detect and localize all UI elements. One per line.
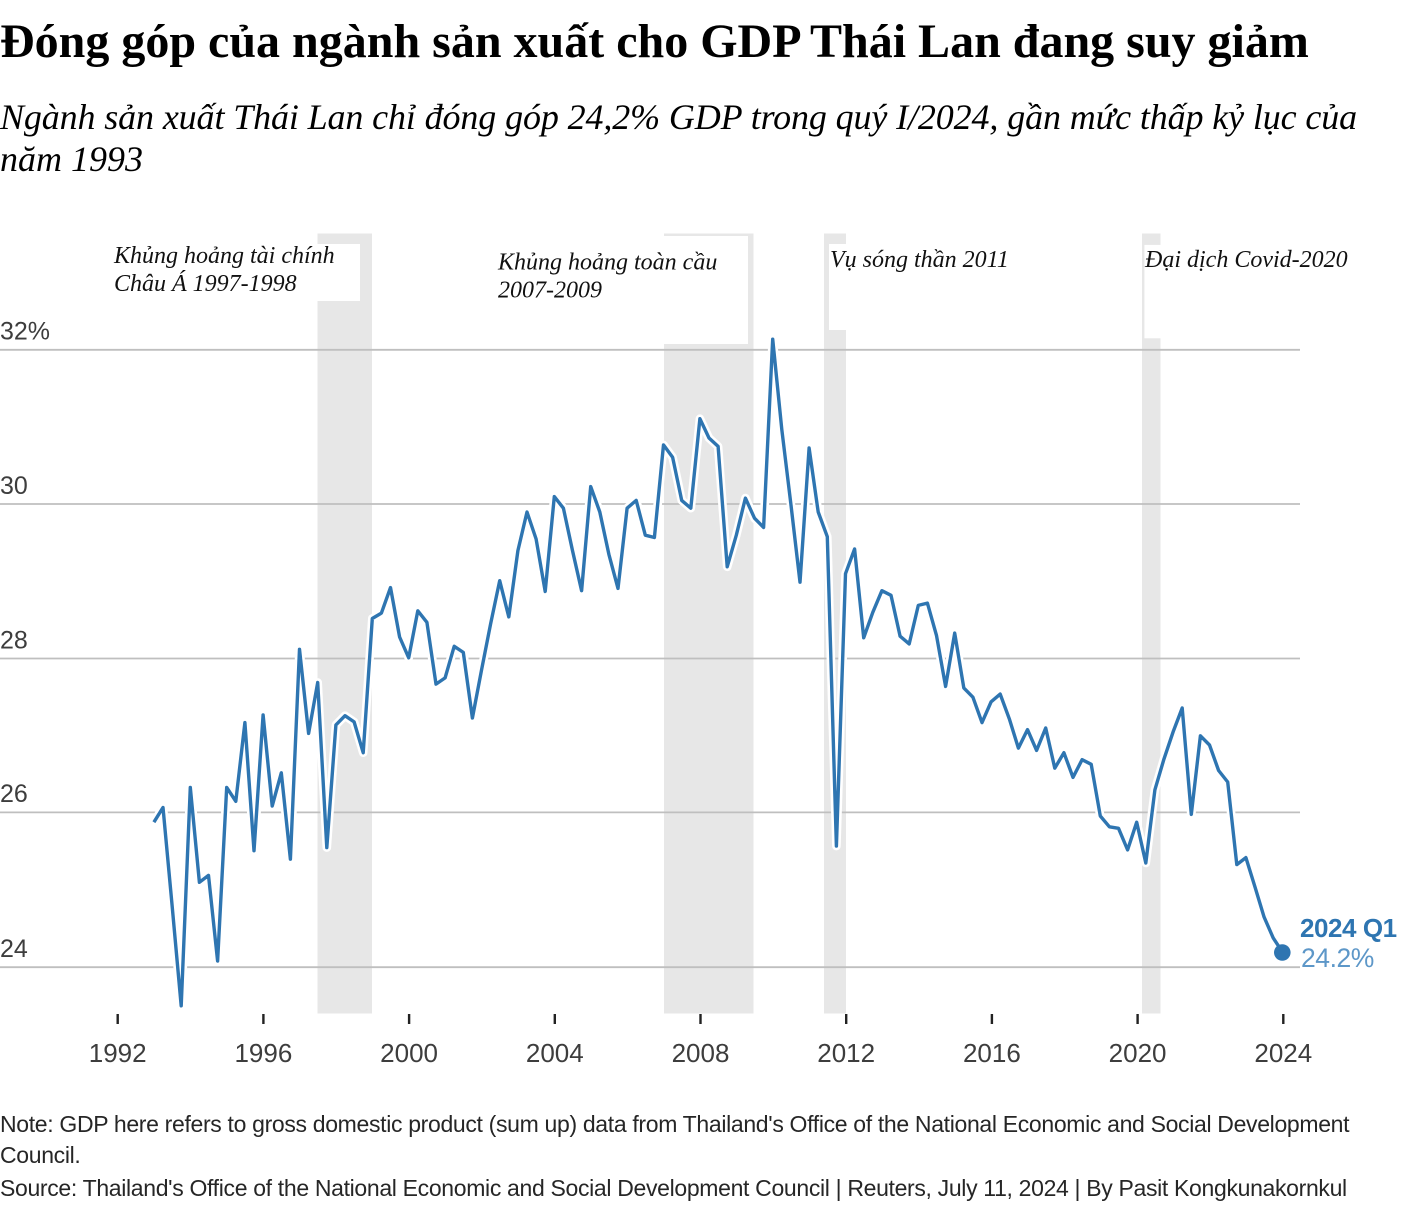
svg-text:2000: 2000 (380, 1038, 438, 1068)
svg-text:26: 26 (0, 780, 28, 808)
svg-text:Ngành sản xuất Thái Lan chỉ đó: Ngành sản xuất Thái Lan chỉ đóng góp 24,… (0, 97, 1357, 137)
svg-text:1992: 1992 (89, 1038, 147, 1068)
svg-text:2024 Q1: 2024 Q1 (1300, 913, 1397, 943)
svg-text:28: 28 (0, 626, 28, 654)
svg-text:2004: 2004 (526, 1038, 584, 1068)
svg-text:Source: Thailand's Office of t: Source: Thailand's Office of the Nationa… (0, 1175, 1347, 1201)
svg-text:Đóng góp của ngành sản xuất ch: Đóng góp của ngành sản xuất cho GDP Thái… (0, 15, 1309, 68)
svg-text:2008: 2008 (672, 1038, 730, 1068)
svg-text:24.2%: 24.2% (1301, 943, 1374, 973)
svg-text:Khủng hoảng toàn cầu: Khủng hoảng toàn cầu (497, 250, 717, 276)
svg-text:1996: 1996 (234, 1038, 292, 1068)
svg-text:Council.: Council. (0, 1142, 80, 1168)
svg-text:32%: 32% (0, 318, 50, 346)
svg-text:Châu Á 1997-1998: Châu Á 1997-1998 (114, 271, 297, 297)
svg-text:2024: 2024 (1254, 1038, 1312, 1068)
svg-text:2016: 2016 (963, 1038, 1021, 1068)
svg-text:24: 24 (0, 935, 28, 963)
svg-text:Đại dịch Covid-2020: Đại dịch Covid-2020 (1144, 247, 1348, 273)
svg-text:2012: 2012 (817, 1038, 875, 1068)
svg-text:2007-2009: 2007-2009 (498, 278, 602, 304)
svg-text:Khủng hoảng tài chính: Khủng hoảng tài chính (113, 243, 335, 269)
svg-text:Vụ sóng thần 2011: Vụ sóng thần 2011 (830, 247, 1009, 273)
svg-text:Note: GDP here refers to gross: Note: GDP here refers to gross domestic … (0, 1111, 1350, 1137)
svg-text:2020: 2020 (1109, 1038, 1167, 1068)
svg-text:30: 30 (0, 472, 28, 500)
svg-text:năm 1993: năm 1993 (0, 139, 143, 179)
